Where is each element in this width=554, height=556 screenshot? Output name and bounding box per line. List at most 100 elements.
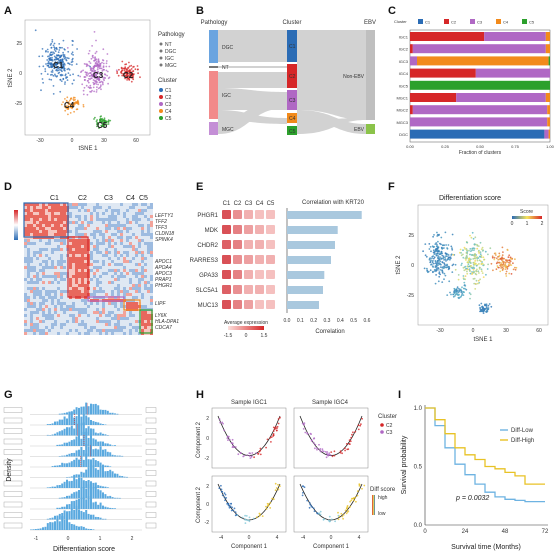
- heat-cell: [96, 230, 99, 233]
- heat-cell: [24, 314, 27, 317]
- cell-point: [323, 518, 326, 520]
- heat-cell: [57, 329, 60, 332]
- heat-cell: [108, 236, 111, 239]
- hist-bar: [75, 474, 78, 478]
- hist-bar: [51, 423, 54, 425]
- cell-point: [500, 263, 502, 266]
- hist-bar: [61, 455, 64, 457]
- heat-cell: [63, 329, 66, 332]
- heat-cell: [57, 317, 60, 320]
- heat-cell: [51, 254, 54, 257]
- hist-bar: [104, 465, 107, 467]
- heat-cell: [117, 266, 120, 269]
- heat-cell: [75, 254, 78, 257]
- heat-cell: [78, 224, 81, 227]
- heat-cell: [60, 227, 63, 230]
- cell-point: [446, 258, 449, 260]
- heat-cell: [93, 230, 96, 233]
- cell-point: [437, 269, 439, 271]
- heat-cell: [51, 293, 54, 296]
- heat-cell: [81, 239, 84, 242]
- hist-bar: [75, 423, 78, 436]
- heat-cell: [33, 248, 36, 251]
- cell-point: [218, 487, 221, 490]
- heat-cell: [45, 230, 48, 233]
- flow: [218, 72, 287, 88]
- heat-cell: [30, 209, 33, 212]
- cell-point: [483, 304, 486, 307]
- heat-cell: [57, 212, 60, 215]
- heat-cell: [99, 203, 102, 206]
- heat-cell: [99, 248, 102, 251]
- ridge-label-box: [3, 480, 23, 487]
- heat-cell: [51, 329, 54, 332]
- category-label: IGC5: [399, 83, 409, 88]
- heat-cell: [60, 215, 63, 218]
- heat-cell: [114, 227, 117, 230]
- heat-cell: [36, 263, 39, 266]
- hist-bar: [92, 438, 95, 446]
- heat-cell: [111, 266, 114, 269]
- heat-cell: [120, 254, 123, 257]
- heat-cell: [84, 275, 87, 278]
- node-non-ebv: [366, 30, 375, 120]
- heat-cell: [99, 284, 102, 287]
- heat-cell: [150, 263, 153, 266]
- heat-cell: [84, 305, 87, 308]
- heat-cell: [33, 212, 36, 215]
- cell-point: [63, 106, 66, 108]
- heat-cell: [63, 230, 66, 233]
- hist-bar: [99, 485, 102, 488]
- survival-curves: [425, 407, 545, 503]
- cell-point: [62, 78, 65, 81]
- cell-point: [339, 451, 342, 454]
- heat-cell: [111, 257, 114, 260]
- heat-cell: [96, 206, 99, 209]
- heat-cell: [114, 224, 117, 227]
- hist-bar: [123, 476, 126, 478]
- heat-cell: [24, 287, 27, 290]
- heat-cell: [69, 221, 72, 224]
- cell-point: [86, 74, 88, 77]
- heat-cell: [150, 239, 153, 242]
- heat-cell: [69, 275, 72, 278]
- cell-point: [490, 262, 493, 265]
- heat-cell: [90, 323, 93, 326]
- cell-point: [97, 58, 100, 61]
- heat-cell: [84, 311, 87, 314]
- heat-cell: [36, 299, 39, 302]
- cell-point: [48, 58, 51, 61]
- heat-cell: [132, 203, 135, 206]
- subtitle-right: Sample IGC4: [312, 400, 349, 406]
- cell-point: [101, 61, 103, 64]
- cell-point: [93, 31, 96, 33]
- heat-cell: [93, 257, 96, 260]
- heat-cell: [90, 260, 93, 263]
- cell-point: [52, 85, 55, 87]
- cell-point: [56, 57, 59, 60]
- cell-point: [137, 68, 139, 71]
- hist-bar: [58, 419, 61, 425]
- heat-cell: [57, 284, 60, 287]
- cell-point: [432, 259, 434, 262]
- heat-cell: [114, 290, 117, 293]
- cell-point: [95, 72, 97, 75]
- cell-point: [275, 487, 278, 489]
- x-tick: 0.4: [337, 318, 344, 324]
- cell-point: [271, 497, 274, 500]
- heat-cell: [120, 212, 123, 215]
- cell-point: [494, 254, 497, 256]
- heat-cell: [54, 227, 57, 230]
- hist-bar: [70, 480, 73, 488]
- heat-cell: [138, 221, 141, 224]
- cell-point: [435, 270, 438, 272]
- heat-cell: [93, 206, 96, 209]
- heat-cell: [36, 221, 39, 224]
- hist-bar: [99, 432, 102, 436]
- heat-cell: [33, 230, 36, 233]
- hist-bar: [90, 420, 92, 425]
- cell-point: [102, 120, 104, 122]
- legend-text: low: [378, 511, 386, 517]
- heat-cell: [126, 266, 129, 269]
- heat-cell: [57, 296, 60, 299]
